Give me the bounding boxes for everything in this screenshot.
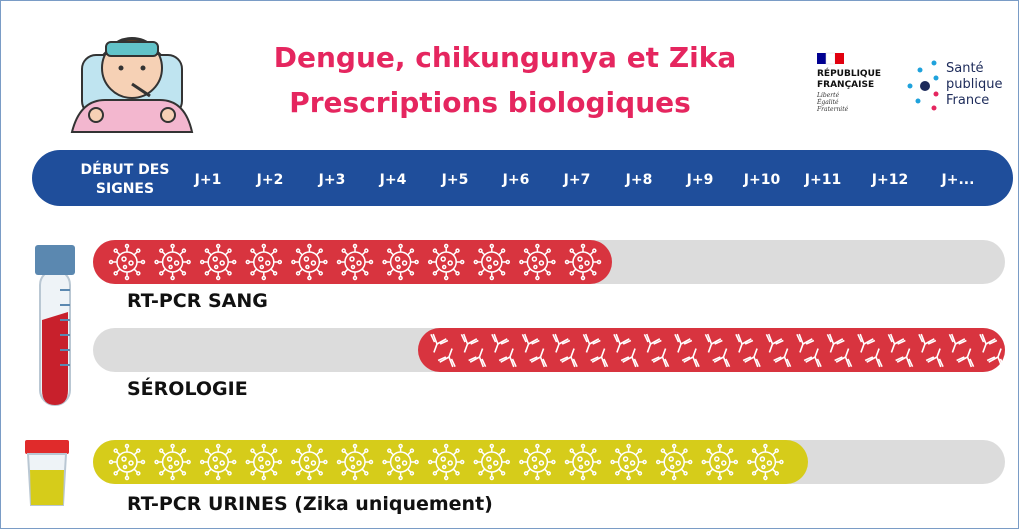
logo-text: France [946,93,989,108]
logo-motto: Égalité [816,98,839,106]
test-label: SÉROLOGIE [127,377,248,400]
logo-motto: Liberté [816,92,840,99]
title-line: Prescriptions biologiques [289,86,691,119]
logo-motto: Fraternité [816,106,849,113]
blood-tube-icon [35,245,75,405]
timeline-day: J+1 [194,172,222,188]
timeline-day: J+... [941,172,975,188]
timeline-day: J+9 [686,172,714,188]
timeline-day: J+11 [804,172,841,188]
timeline-start: DÉBUT DES [81,161,170,178]
infographic: Dengue, chikungunya et Zika Prescription… [0,0,1019,529]
timeline-start: SIGNES [96,181,154,197]
urine-cup-icon [25,440,69,505]
test-label: RT-PCR URINES (Zika uniquement) [127,493,493,515]
timeline-day: J+6 [502,172,530,188]
period-bar [418,328,1005,372]
timeline-day: J+3 [318,172,346,188]
timeline-day: J+4 [379,172,407,188]
title-line: Dengue, chikungunya et Zika [274,41,736,74]
timeline-day: J+7 [563,172,591,188]
timeline-day: J+5 [441,172,469,188]
test-label: RT-PCR SANG [127,290,268,312]
timeline-day: J+2 [256,172,284,188]
logo-text: publique [946,77,1002,92]
logo-text: FRANÇAISE [817,80,874,90]
logo-text: RÉPUBLIQUE [817,67,881,79]
logo-text: Santé [946,61,984,76]
timeline-day: J+8 [625,172,653,188]
timeline-day: J+12 [871,172,908,188]
timeline-day: J+10 [743,172,781,188]
